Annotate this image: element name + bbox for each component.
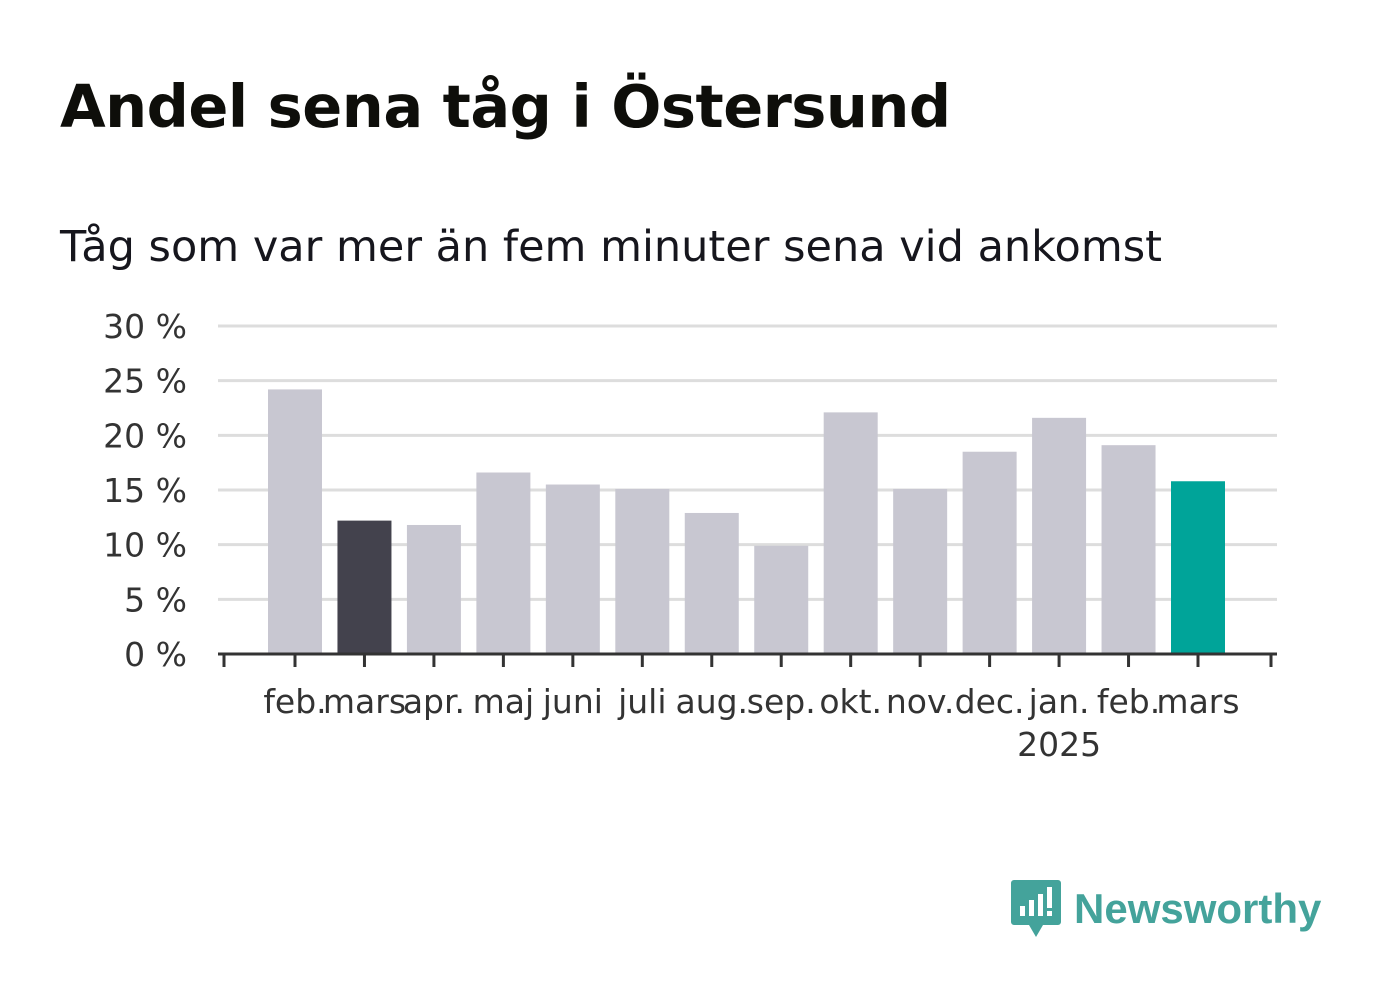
bar bbox=[1032, 417, 1087, 654]
y-tick-label: 5 % bbox=[124, 580, 187, 619]
brand-logo: Newsworthy bbox=[1010, 878, 1321, 940]
x-year-label: 2025 bbox=[1017, 725, 1101, 764]
bar bbox=[754, 545, 809, 654]
chart-subtitle: Tåg som var mer än fem minuter sena vid … bbox=[60, 222, 1163, 272]
x-tick-label: okt. bbox=[819, 682, 882, 721]
y-tick-label: 20 % bbox=[103, 416, 187, 455]
x-tick-label: apr. bbox=[403, 682, 465, 721]
bar bbox=[1171, 481, 1225, 654]
y-tick-label: 10 % bbox=[103, 526, 187, 565]
y-tick-label: 30 % bbox=[103, 307, 187, 346]
x-tick-label: mars bbox=[1156, 682, 1239, 721]
bar bbox=[962, 451, 1017, 654]
x-tick-label: maj bbox=[473, 682, 535, 721]
x-tick-label: aug. bbox=[675, 682, 748, 721]
bar bbox=[615, 488, 670, 654]
x-tick-label: juli bbox=[617, 682, 666, 721]
chart-title: Andel sena tåg i Östersund bbox=[60, 72, 951, 141]
y-tick-label: 15 % bbox=[103, 471, 187, 510]
bar bbox=[268, 389, 322, 654]
x-tick-label: juni bbox=[542, 682, 603, 721]
bar bbox=[684, 512, 739, 654]
bar bbox=[823, 412, 878, 654]
x-tick-label: feb. bbox=[1097, 682, 1160, 721]
grid-lines bbox=[218, 324, 1277, 601]
y-tick-label: 0 % bbox=[124, 635, 187, 674]
x-tick-label: jan. bbox=[1028, 682, 1090, 721]
bars bbox=[268, 389, 1225, 654]
newsworthy-logo-icon bbox=[1011, 880, 1061, 937]
x-tick-label: feb. bbox=[263, 682, 326, 721]
x-tick-label: mars bbox=[323, 682, 406, 721]
bar bbox=[337, 520, 392, 654]
y-axis-ticks: 0 % 5 % 10 % 15 % 20 % 25 % 30 % bbox=[103, 307, 187, 674]
y-tick-label: 25 % bbox=[103, 362, 187, 401]
x-tick-label: dec. bbox=[955, 682, 1025, 721]
bar bbox=[406, 524, 461, 654]
bar bbox=[893, 488, 948, 654]
bar bbox=[476, 472, 531, 654]
bar bbox=[545, 484, 600, 654]
brand-name: Newsworthy bbox=[1074, 885, 1322, 932]
bar bbox=[1101, 445, 1156, 654]
x-tick-label: nov. bbox=[886, 682, 955, 721]
x-tick-label: sep. bbox=[747, 682, 816, 721]
